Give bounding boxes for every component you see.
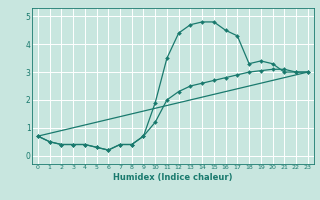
X-axis label: Humidex (Indice chaleur): Humidex (Indice chaleur) [113,173,233,182]
